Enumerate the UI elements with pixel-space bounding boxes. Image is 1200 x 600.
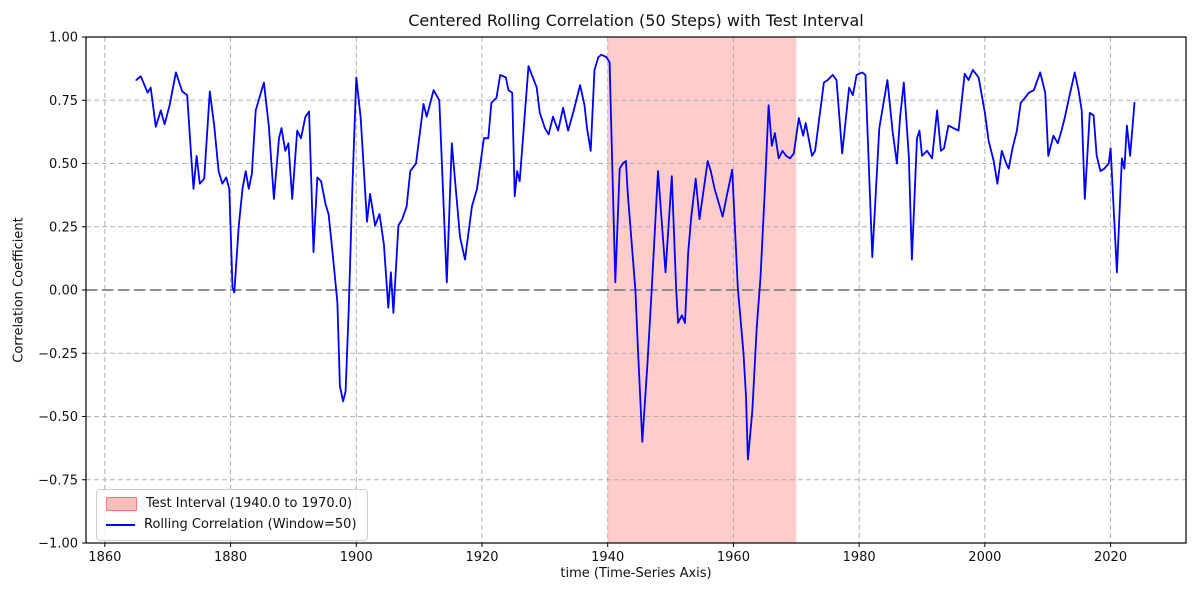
rolling-correlation-line bbox=[135, 53, 1136, 461]
x-tick-label: 1920 bbox=[465, 550, 498, 565]
y-tick-label: −0.50 bbox=[38, 410, 78, 425]
y-axis-label: Correlation Coefficient bbox=[11, 217, 27, 363]
legend-label-rolling-correlation: Rolling Correlation (Window=50) bbox=[144, 517, 357, 533]
y-tick-label: −1.00 bbox=[38, 537, 78, 552]
rolling-correlation-swatch bbox=[106, 524, 135, 527]
legend-label-test-interval: Test Interval (1940.0 to 1970.0) bbox=[146, 496, 353, 511]
y-tick-label: 0.00 bbox=[49, 284, 78, 299]
x-axis-label: time (Time-Series Axis) bbox=[560, 566, 712, 581]
y-tick-label: 0.25 bbox=[49, 220, 78, 235]
test-interval-swatch bbox=[106, 497, 137, 512]
x-tick-label: 2000 bbox=[968, 550, 1001, 565]
chart-title: Centered Rolling Correlation (50 Steps) … bbox=[408, 11, 864, 30]
y-tick-label: 0.75 bbox=[49, 94, 78, 109]
x-tick-label: 1900 bbox=[340, 550, 373, 565]
y-tick-label: −0.75 bbox=[38, 473, 78, 488]
legend: Test Interval (1940.0 to 1970.0) Rolling… bbox=[96, 489, 368, 541]
y-tick-label: 1.00 bbox=[49, 31, 78, 46]
x-tick-label: 1940 bbox=[591, 550, 624, 565]
y-tick-label: −0.25 bbox=[38, 347, 78, 362]
x-tick-label: 1980 bbox=[843, 550, 876, 565]
x-tick-label: 1960 bbox=[717, 550, 750, 565]
x-tick-label: 2020 bbox=[1094, 550, 1127, 565]
legend-item-test-interval: Test Interval (1940.0 to 1970.0) bbox=[106, 496, 357, 512]
legend-item-rolling-correlation: Rolling Correlation (Window=50) bbox=[106, 517, 357, 533]
x-tick-label: 1860 bbox=[88, 550, 121, 565]
x-tick-label: 1880 bbox=[214, 550, 247, 565]
y-tick-label: 0.50 bbox=[49, 157, 78, 172]
